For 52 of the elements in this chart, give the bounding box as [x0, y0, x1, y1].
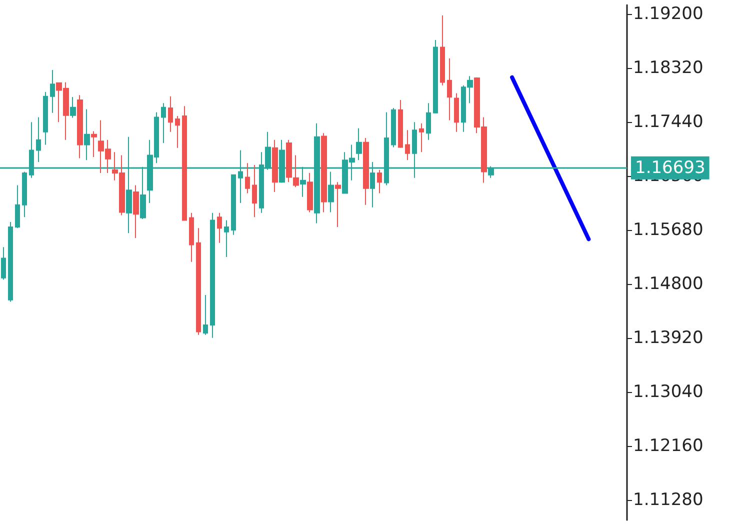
candlestick: [168, 96, 173, 132]
y-tick-label: 1.12160: [633, 436, 704, 456]
y-tick-label: 1.14800: [633, 274, 704, 294]
candlestick: [50, 69, 55, 114]
candlestick: [433, 39, 438, 114]
candlestick: [77, 94, 83, 159]
candlestick: [419, 122, 424, 153]
candlestick: [245, 162, 250, 194]
candlestick: [391, 108, 396, 148]
candlestick: [1, 246, 6, 280]
candlestick: [175, 115, 180, 148]
candlestick: [224, 220, 229, 258]
y-tick-label: 1.19200: [633, 4, 704, 24]
candlestick: [196, 228, 201, 336]
candlestick: [440, 14, 445, 86]
y-tick-label: 1.15680: [633, 220, 704, 240]
candlestick: [231, 174, 236, 236]
candlestick: [43, 92, 48, 146]
candlestick: [307, 172, 313, 213]
candlestick: [363, 138, 369, 206]
candlestick: [36, 116, 41, 162]
candlestick: [217, 212, 222, 244]
candlestick: [405, 130, 410, 161]
candlestick: [70, 96, 76, 118]
candlestick: [377, 169, 382, 194]
candlestick: [328, 171, 334, 213]
y-tick-label: 1.18320: [633, 58, 704, 78]
candlestick: [161, 102, 166, 144]
candlestick: [356, 128, 362, 161]
candlestick: [426, 102, 431, 140]
candlestick: [84, 108, 90, 161]
candlestick: [447, 58, 452, 121]
candlestick: [272, 139, 278, 192]
candlestick: [321, 132, 327, 213]
candlestick: [15, 184, 20, 229]
y-tick-label: 1.11280: [633, 490, 704, 510]
candlestick: [454, 92, 459, 132]
ref-line-label: 1.16693: [635, 158, 706, 178]
candlestick: [22, 171, 27, 218]
y-tick-label: 1.13040: [633, 382, 704, 402]
candlestick: [8, 222, 13, 302]
candlestick: [189, 212, 194, 262]
candlestick: [210, 212, 215, 338]
y-tick-label: 1.13920: [633, 328, 704, 348]
candlestick: [182, 106, 187, 221]
candlestick: [252, 164, 257, 218]
candlestick: [203, 294, 208, 336]
candlestick: [133, 184, 139, 238]
candlestick: [398, 100, 403, 148]
candlestick: [91, 130, 97, 158]
y-tick-label: 1.17440: [633, 112, 704, 132]
candlestick: [335, 182, 341, 228]
